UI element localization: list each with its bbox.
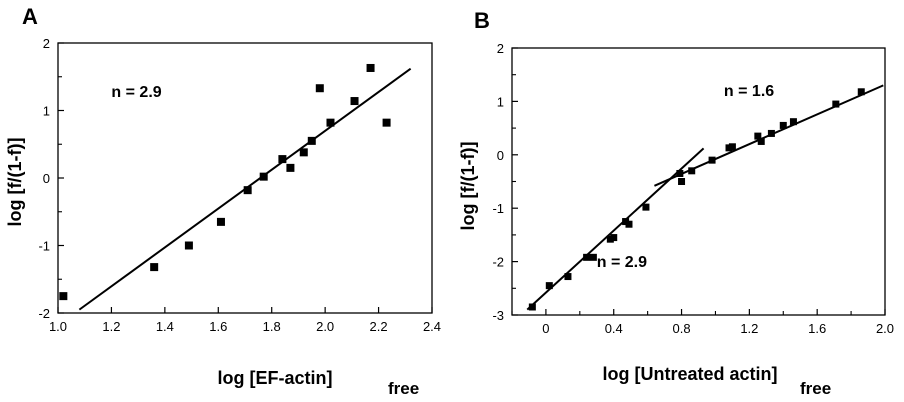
b-fit-line xyxy=(526,147,705,311)
b-y-tick-label: -3 xyxy=(492,308,504,323)
panel-b-x-ticks: 0 0.4 0.8 1.2 1.6 2.0 xyxy=(511,309,894,336)
b-data-point xyxy=(728,143,736,151)
a-y-tick-label: -2 xyxy=(38,306,50,321)
panel-b-points xyxy=(528,88,865,311)
a-x-tick-label: 2.4 xyxy=(423,319,441,334)
b-data-point xyxy=(528,303,536,311)
panel-b-y-ticks: -3 -2 -1 0 1 2 xyxy=(492,41,518,323)
b-data-point xyxy=(545,282,553,290)
b-y-tick-label: 0 xyxy=(497,148,504,163)
a-x-tick-label: 2.2 xyxy=(370,319,388,334)
a-annotation: n = 2.9 xyxy=(111,84,161,101)
panel-a-points xyxy=(59,63,391,301)
a-data-point xyxy=(326,118,335,127)
a-data-point xyxy=(366,63,375,72)
b-x-tick-label: 2.0 xyxy=(876,321,894,336)
panel-b-annotations: n = 1.6 n = 2.9 xyxy=(597,83,775,271)
b-data-point xyxy=(676,169,684,177)
b-data-point xyxy=(678,178,686,185)
a-x-tick-label: 1.6 xyxy=(209,319,227,334)
a-data-point xyxy=(286,163,295,172)
b-data-point xyxy=(757,137,765,145)
panel-b-y-axis-label: log [f/(1-f)] xyxy=(458,142,478,231)
b-x-tick-label: 0.8 xyxy=(673,321,691,336)
b-data-point xyxy=(610,234,618,242)
a-data-point xyxy=(243,186,252,195)
panel-b-fit-lines xyxy=(526,84,884,311)
a-data-point xyxy=(184,241,193,250)
b-data-point xyxy=(857,88,865,96)
b-x-tick-label: 1.6 xyxy=(808,321,826,336)
b-annotation: n = 2.9 xyxy=(597,254,647,271)
a-x-tick-label: 1.4 xyxy=(156,319,174,334)
panel-a-letter: A xyxy=(22,4,38,29)
b-data-point xyxy=(779,121,787,129)
a-data-point xyxy=(59,292,68,301)
a-data-point xyxy=(315,84,324,93)
a-y-tick-label: -1 xyxy=(38,239,50,254)
b-x-tick-label: 1.2 xyxy=(740,321,758,336)
b-data-point xyxy=(625,220,633,228)
b-x-tick-label: 0.4 xyxy=(605,321,623,336)
a-x-tick-label: 2.0 xyxy=(316,319,334,334)
a-data-point xyxy=(150,263,159,272)
panel-b-letter: B xyxy=(474,8,490,33)
b-data-point xyxy=(564,273,572,281)
b-data-point xyxy=(688,167,696,175)
a-x-tick-label: 1.2 xyxy=(102,319,120,334)
b-y-tick-label: 2 xyxy=(497,41,504,56)
panel-a-y-axis-label: log [f/(1-f)] xyxy=(5,138,25,227)
b-data-point xyxy=(754,132,762,140)
panel-b-plot-frame xyxy=(511,47,886,316)
b-x-tick-label: 0 xyxy=(542,321,549,336)
b-y-tick-label: 1 xyxy=(497,94,504,109)
panel-b-x-axis-subscript: free xyxy=(800,379,831,398)
panel-a-annotations: n = 2.9 xyxy=(111,84,161,101)
b-data-point xyxy=(589,253,597,261)
b-data-point xyxy=(767,129,775,137)
a-data-point xyxy=(307,136,316,145)
a-data-point xyxy=(278,155,287,164)
a-data-point xyxy=(259,172,268,181)
a-data-point xyxy=(216,217,225,226)
a-y-tick-label: 2 xyxy=(43,36,50,51)
panel-a-x-axis-label: log [EF-actin] xyxy=(218,368,333,388)
a-data-point xyxy=(299,148,308,157)
panel-a-y-ticks: -2 -1 0 1 2 xyxy=(38,36,64,321)
b-data-point xyxy=(708,156,716,164)
b-y-tick-label: -1 xyxy=(492,201,504,216)
a-data-point xyxy=(350,97,359,106)
a-x-tick-label: 1.8 xyxy=(263,319,281,334)
panel-b-x-axis-label: log [Untreated actin] xyxy=(602,364,777,384)
a-y-tick-label: 1 xyxy=(43,104,50,119)
b-data-point xyxy=(642,203,650,211)
a-x-tick-label: 1.0 xyxy=(49,319,67,334)
a-y-tick-label: 0 xyxy=(43,171,50,186)
b-data-point xyxy=(789,118,797,126)
panel-a-x-axis-subscript: free xyxy=(388,379,419,398)
a-data-point xyxy=(382,118,391,127)
b-data-point xyxy=(832,100,840,108)
panel-a-plot-frame xyxy=(57,42,433,314)
panel-a-x-ticks: 1.0 1.2 1.4 1.6 1.8 2.0 2.2 2.4 xyxy=(49,307,441,334)
panel-a: A 1.0 1.2 1.4 1.6 1.8 2.0 2.2 2.4 -2 -1 0 1 2 n = 2… xyxy=(5,4,441,398)
b-annotation: n = 1.6 xyxy=(724,83,774,100)
b-data-point xyxy=(583,253,591,261)
b-y-tick-label: -2 xyxy=(492,255,504,270)
